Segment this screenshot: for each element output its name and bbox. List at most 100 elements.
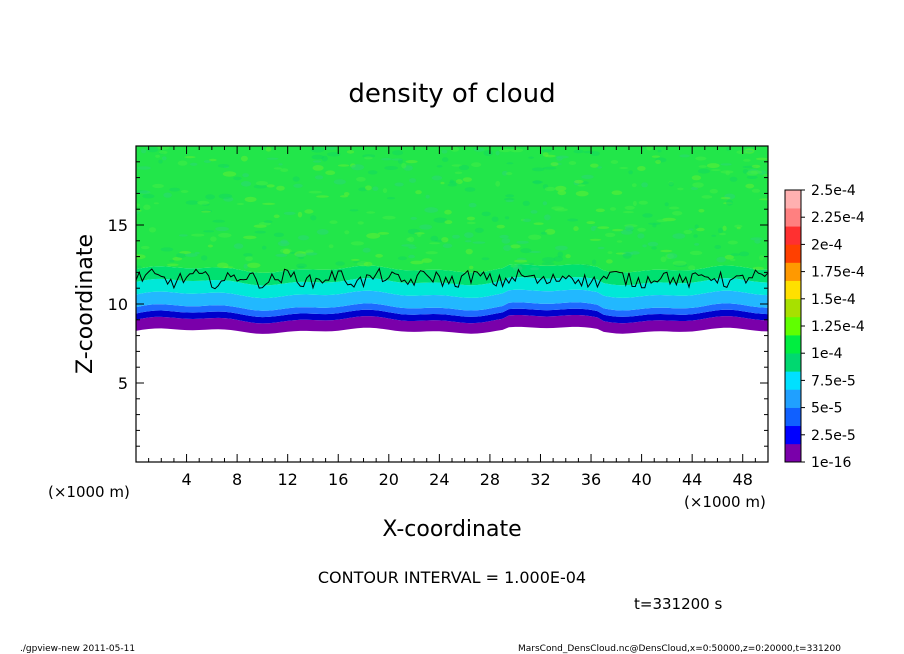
colorbar-label: 2e-4 — [811, 237, 843, 253]
texture-blob — [542, 152, 549, 157]
density-band — [136, 264, 768, 286]
texture-blob — [660, 256, 667, 263]
density-band — [136, 289, 768, 311]
texture-blob — [688, 228, 694, 231]
texture-blob — [136, 254, 146, 260]
texture-blob — [473, 147, 485, 152]
texture-blob — [391, 158, 403, 161]
texture-blob — [648, 222, 661, 225]
texture-blob — [362, 247, 371, 253]
texture-blob — [528, 250, 542, 254]
texture-blob — [185, 200, 199, 205]
texture-blob — [263, 220, 273, 224]
texture-blob — [450, 146, 460, 152]
texture-blob — [217, 164, 230, 168]
texture-blob — [273, 167, 282, 170]
texture-blob — [266, 157, 279, 160]
texture-blob — [711, 234, 717, 237]
texture-blob — [481, 211, 491, 217]
texture-blob — [595, 208, 605, 213]
texture-blob — [155, 154, 161, 158]
texture-blob — [466, 216, 476, 221]
texture-blob — [631, 183, 637, 188]
texture-blob — [430, 235, 439, 242]
texture-blob — [312, 165, 324, 171]
texture-blob — [292, 176, 300, 182]
texture-blob — [642, 244, 647, 248]
texture-blob — [397, 256, 408, 261]
texture-blob — [752, 266, 764, 271]
y-tick-label: 15 — [108, 216, 128, 235]
texture-blob — [622, 211, 635, 214]
texture-blob — [542, 257, 556, 263]
texture-blob — [759, 255, 764, 261]
texture-blob — [296, 263, 307, 269]
texture-blob — [472, 241, 486, 244]
texture-blob — [253, 184, 267, 189]
x-tick-label: 24 — [429, 470, 449, 489]
texture-blob — [689, 250, 703, 256]
footer-right: MarsCond_DensCloud.nc@DensCloud,x=0:5000… — [518, 644, 841, 654]
texture-blob — [504, 216, 510, 220]
texture-blob — [499, 234, 509, 239]
texture-blob — [638, 200, 648, 205]
texture-blob — [207, 244, 213, 248]
texture-blob — [679, 154, 690, 158]
y-axis-label: Z-coordinate — [73, 234, 98, 374]
texture-blob — [465, 248, 473, 255]
texture-blob — [293, 183, 303, 188]
texture-blob — [142, 194, 155, 199]
texture-blob — [276, 185, 285, 191]
texture-blob — [283, 211, 296, 215]
texture-blob — [471, 162, 482, 168]
texture-blob — [316, 229, 329, 235]
texture-blob — [333, 179, 346, 185]
texture-blob — [746, 170, 758, 176]
texture-blob — [417, 232, 422, 238]
texture-blob — [392, 150, 404, 156]
texture-blob — [544, 214, 551, 221]
texture-blob — [262, 202, 276, 205]
texture-blob — [311, 154, 324, 160]
texture-blob — [750, 237, 763, 241]
texture-blob — [574, 179, 584, 184]
colorbar-swatch — [785, 280, 801, 300]
texture-blob — [483, 150, 493, 157]
texture-blob — [189, 162, 198, 166]
texture-blob — [542, 201, 548, 206]
texture-blob — [169, 187, 181, 192]
colorbar-swatch — [785, 316, 801, 336]
texture-blob — [312, 160, 322, 163]
texture-blob — [136, 203, 141, 207]
texture-blob — [637, 233, 645, 239]
texture-blob — [709, 188, 718, 194]
texture-blob — [683, 229, 693, 235]
texture-blob — [696, 227, 705, 232]
texture-blob — [444, 220, 453, 225]
texture-blob — [550, 162, 559, 167]
texture-blob — [586, 221, 596, 225]
texture-blob — [611, 190, 623, 195]
texture-blob — [208, 158, 217, 162]
texture-blob — [419, 224, 433, 230]
time-label: t=331200 s — [634, 595, 722, 613]
texture-blob — [505, 194, 515, 198]
y-axis-ticks: 5 10 15 — [108, 161, 768, 447]
texture-blob — [557, 251, 564, 258]
texture-blob — [641, 182, 648, 188]
texture-blob — [720, 196, 731, 200]
texture-blob — [714, 245, 722, 249]
y-tick-label: 5 — [118, 374, 128, 393]
texture-blob — [327, 152, 341, 157]
texture-blob — [695, 156, 707, 161]
texture-blob — [646, 146, 653, 151]
texture-blob — [495, 150, 500, 156]
texture-blob — [161, 156, 167, 161]
texture-blob — [408, 246, 417, 249]
texture-blob — [759, 198, 768, 201]
texture-blob — [203, 160, 211, 163]
texture-blob — [668, 181, 674, 187]
texture-blob — [541, 148, 552, 153]
texture-blob — [141, 148, 147, 154]
texture-blob — [424, 207, 439, 213]
